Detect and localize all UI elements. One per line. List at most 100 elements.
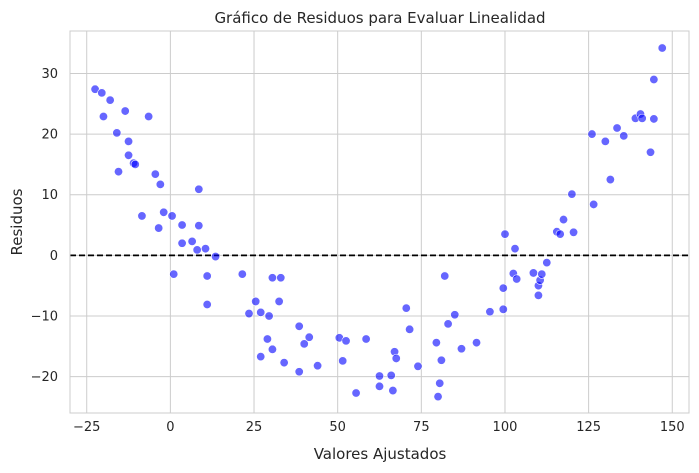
residual-point	[201, 244, 211, 254]
x-tick-label: 0	[166, 420, 174, 435]
residual-point	[251, 296, 261, 306]
residual-point	[498, 304, 508, 314]
residual-point	[105, 95, 115, 105]
residual-point	[436, 355, 446, 365]
residual-point	[351, 388, 361, 398]
residual-point	[341, 336, 351, 346]
residual-point	[211, 252, 221, 262]
residual-point	[443, 319, 453, 329]
residual-point	[498, 283, 508, 293]
residual-point	[374, 381, 384, 391]
residual-point	[657, 43, 667, 53]
residual-point	[512, 274, 522, 284]
residual-point	[154, 223, 164, 233]
residual-point	[413, 361, 423, 371]
residual-point	[587, 129, 597, 139]
residual-point	[264, 311, 274, 321]
residual-point	[405, 324, 415, 334]
residual-point	[256, 307, 266, 317]
y-tick-label: −10	[31, 309, 58, 324]
residual-point	[456, 344, 466, 354]
residual-point	[276, 273, 286, 283]
residual-point	[431, 338, 441, 348]
residual-point	[646, 147, 656, 157]
residual-point	[619, 131, 629, 141]
residual-point	[567, 189, 577, 199]
residual-point	[500, 229, 510, 239]
residual-point	[177, 220, 187, 230]
residual-point	[649, 75, 659, 85]
grid-lines	[70, 31, 689, 413]
x-tick-label: 100	[493, 420, 518, 435]
tick-labels: −25 0 25 50 75 100 125 150 −20 −10 0 10 20 30	[31, 67, 685, 435]
y-tick-label: 10	[41, 188, 58, 203]
residual-point	[167, 211, 177, 221]
residual-point	[130, 159, 140, 169]
residual-point	[294, 367, 304, 377]
residual-point	[569, 227, 579, 237]
residual-point	[194, 221, 204, 231]
residual-point	[313, 361, 323, 371]
residual-point	[555, 229, 565, 239]
residual-point	[194, 184, 204, 194]
residual-point	[155, 179, 165, 189]
residual-point	[98, 111, 108, 121]
x-tick-label: 25	[246, 420, 263, 435]
residual-point	[267, 344, 277, 354]
residual-point	[589, 199, 599, 209]
residual-point	[237, 269, 247, 279]
residual-point	[510, 244, 520, 254]
data-points	[90, 43, 667, 402]
x-tick-label: 75	[413, 420, 430, 435]
residual-point	[120, 106, 130, 116]
residual-point	[374, 371, 384, 381]
y-axis-label: Residuos	[8, 188, 26, 255]
residual-point	[274, 296, 284, 306]
residual-point	[159, 207, 169, 217]
residual-point	[144, 111, 154, 121]
residual-point	[294, 321, 304, 331]
residual-point	[299, 339, 309, 349]
x-axis-label: Valores Ajustados	[314, 445, 447, 463]
residual-point	[472, 338, 482, 348]
residual-point	[169, 269, 179, 279]
residual-point	[401, 303, 411, 313]
residual-point	[485, 307, 495, 317]
residual-point	[97, 88, 107, 98]
residual-point	[440, 271, 450, 281]
x-tick-label: −25	[73, 420, 100, 435]
residual-point	[202, 271, 212, 281]
residual-point	[605, 175, 615, 185]
residual-point	[435, 378, 445, 388]
residual-point	[192, 245, 202, 255]
residual-point	[361, 334, 371, 344]
residual-point	[124, 136, 134, 146]
residual-point	[137, 211, 147, 221]
residual-point	[533, 290, 543, 300]
residual-point	[338, 356, 348, 366]
residual-point	[279, 358, 289, 368]
residual-point	[450, 310, 460, 320]
residual-point	[433, 392, 443, 402]
residual-point	[177, 238, 187, 248]
plot-frame	[69, 30, 690, 414]
residual-point	[262, 334, 272, 344]
residual-point	[649, 114, 659, 124]
residual-point	[542, 258, 552, 268]
x-tick-label: 150	[660, 420, 685, 435]
y-tick-label: 20	[41, 128, 58, 143]
residual-point	[187, 236, 197, 246]
residual-point	[256, 352, 266, 362]
residual-point	[267, 273, 277, 283]
residual-point	[600, 136, 610, 146]
residual-point	[112, 128, 122, 138]
residual-point	[244, 309, 254, 319]
residual-point	[391, 353, 401, 363]
y-tick-label: 30	[41, 67, 58, 82]
y-tick-label: 0	[50, 249, 58, 264]
residual-point	[637, 113, 647, 123]
x-tick-label: 50	[329, 420, 346, 435]
y-tick-label: −20	[31, 370, 58, 385]
residual-point	[528, 268, 538, 278]
